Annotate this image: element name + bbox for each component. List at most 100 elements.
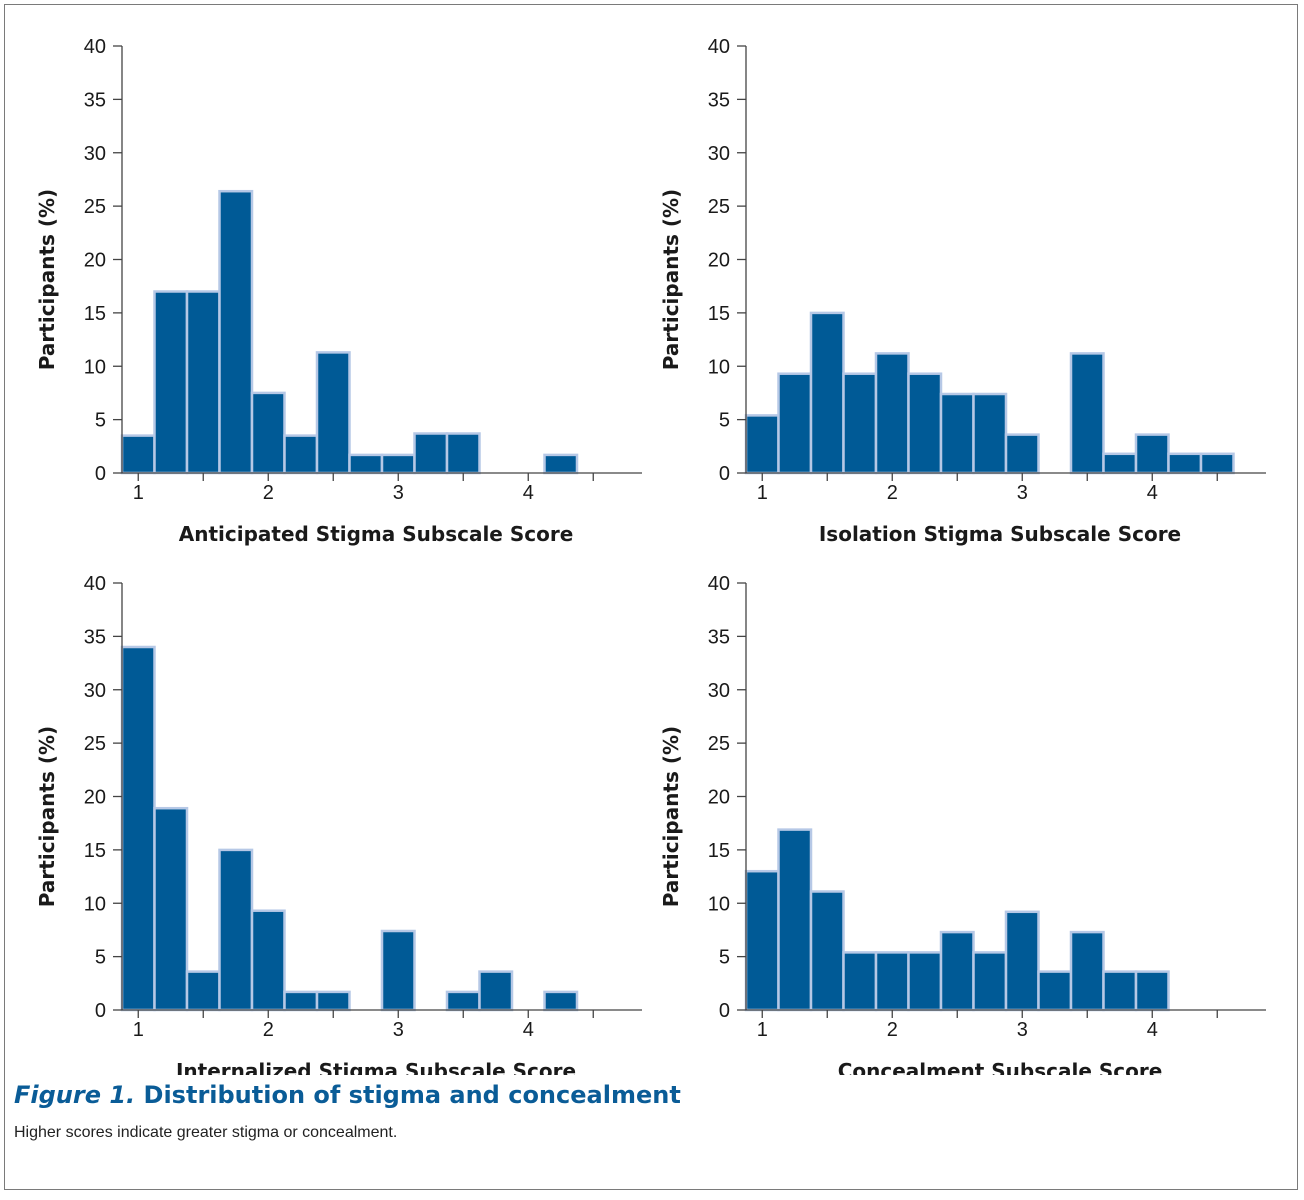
y-tick-label: 40 (708, 573, 730, 595)
bar (777, 372, 813, 475)
bar (315, 990, 351, 1012)
y-tick-label: 30 (708, 680, 730, 702)
bar (972, 392, 1008, 475)
x-tick-label: 2 (263, 1019, 274, 1041)
y-tick-label: 25 (708, 733, 730, 755)
x-tick-label: 3 (1017, 1019, 1028, 1041)
bar (185, 290, 221, 475)
bar (380, 453, 416, 475)
y-axis-title: Participants (%) (659, 189, 683, 370)
y-tick-label: 25 (84, 733, 106, 755)
y-tick-label: 10 (84, 356, 106, 378)
x-tick-label: 2 (887, 482, 898, 504)
y-tick-label: 10 (84, 893, 106, 915)
bar (283, 434, 319, 475)
x-tick-label: 1 (133, 482, 144, 504)
x-tick-label: 1 (757, 1019, 768, 1041)
x-tick-label: 1 (133, 1019, 144, 1041)
bar (250, 391, 286, 475)
bar (250, 909, 286, 1012)
bar (1134, 433, 1170, 475)
bar (1037, 970, 1073, 1012)
x-axis-title: Internalized Stigma Subscale Score (176, 1059, 576, 1075)
bar (380, 929, 416, 1012)
y-tick-label: 20 (84, 250, 106, 272)
y-tick-label: 35 (84, 626, 106, 648)
bar (543, 990, 579, 1012)
y-tick-label: 0 (95, 463, 106, 485)
bar (120, 645, 156, 1012)
y-tick-label: 5 (719, 410, 730, 432)
x-tick-label: 4 (1147, 482, 1158, 504)
x-tick-label: 2 (263, 482, 274, 504)
y-tick-label: 15 (708, 840, 730, 862)
x-tick-label: 3 (393, 1019, 404, 1041)
y-tick-label: 30 (84, 680, 106, 702)
figure-frame (4, 4, 1298, 1190)
bar (1069, 352, 1105, 475)
y-tick-label: 5 (719, 947, 730, 969)
bar (842, 951, 878, 1012)
figure-caption: Figure 1. Distribution of stigma and con… (14, 1080, 1284, 1142)
y-tick-label: 10 (708, 356, 730, 378)
bar (874, 951, 910, 1012)
bar (543, 453, 579, 475)
y-tick-label: 40 (708, 36, 730, 58)
y-tick-label: 20 (84, 787, 106, 809)
x-axis-title: Anticipated Stigma Subscale Score (179, 522, 574, 546)
y-tick-label: 0 (719, 1000, 730, 1022)
histogram-panel-1: 0 5 10 15 20 25 30 35 40 1 2 3 4 Anticipated Stigma S… (35, 36, 642, 546)
x-tick-label: 2 (887, 1019, 898, 1041)
x-tick-label: 3 (1017, 482, 1028, 504)
figure-label: Figure 1. (14, 1081, 136, 1109)
y-tick-label: 40 (84, 36, 106, 58)
bar (315, 351, 351, 475)
bar (939, 930, 975, 1012)
y-axis-title: Participants (%) (35, 726, 59, 907)
bar (1167, 452, 1203, 475)
y-tick-label: 40 (84, 573, 106, 595)
bar (939, 392, 975, 475)
bar (1102, 452, 1138, 475)
y-axis-title: Participants (%) (659, 726, 683, 907)
bar (744, 869, 780, 1012)
x-tick-label: 4 (523, 482, 534, 504)
bar (744, 414, 780, 475)
x-tick-label: 4 (523, 1019, 534, 1041)
bar (1069, 930, 1105, 1012)
histogram-panel-2: 0 5 10 15 20 25 30 35 40 1 2 3 4 Isolation Stigma Sub… (659, 36, 1266, 546)
y-tick-label: 35 (84, 89, 106, 111)
caption-note: Higher scores indicate greater stigma or… (14, 1124, 398, 1141)
x-tick-label: 1 (757, 482, 768, 504)
y-tick-label: 35 (708, 89, 730, 111)
x-tick-label: 3 (393, 482, 404, 504)
y-axis-title: Participants (%) (35, 189, 59, 370)
y-tick-label: 25 (708, 196, 730, 218)
bar (972, 951, 1008, 1012)
bar (1134, 970, 1170, 1012)
histogram-panel-3: 0 5 10 15 20 25 30 35 40 1 2 3 4 Internalized Stigma … (35, 573, 642, 1075)
y-tick-label: 20 (708, 250, 730, 272)
y-tick-label: 10 (708, 893, 730, 915)
bar (218, 189, 254, 475)
bar (874, 352, 910, 475)
bar (809, 311, 845, 475)
y-tick-label: 35 (708, 626, 730, 648)
bar (1102, 970, 1138, 1012)
histogram-panel-4: 0 5 10 15 20 25 30 35 40 1 2 3 4 Concealment Subscale… (659, 573, 1266, 1075)
bar (907, 951, 943, 1012)
y-tick-label: 15 (84, 840, 106, 862)
caption-title: Figure 1. Distribution of stigma and con… (14, 1080, 1284, 1110)
figure-title: Distribution of stigma and concealment (143, 1081, 681, 1109)
bar (478, 970, 514, 1012)
y-tick-label: 30 (84, 143, 106, 165)
y-tick-label: 20 (708, 787, 730, 809)
bar (413, 432, 449, 475)
bar (153, 290, 189, 475)
bar (809, 890, 845, 1012)
bar (1004, 910, 1040, 1012)
bar (445, 990, 481, 1012)
bar (120, 434, 156, 475)
bar (1004, 433, 1040, 475)
bar (777, 828, 813, 1012)
